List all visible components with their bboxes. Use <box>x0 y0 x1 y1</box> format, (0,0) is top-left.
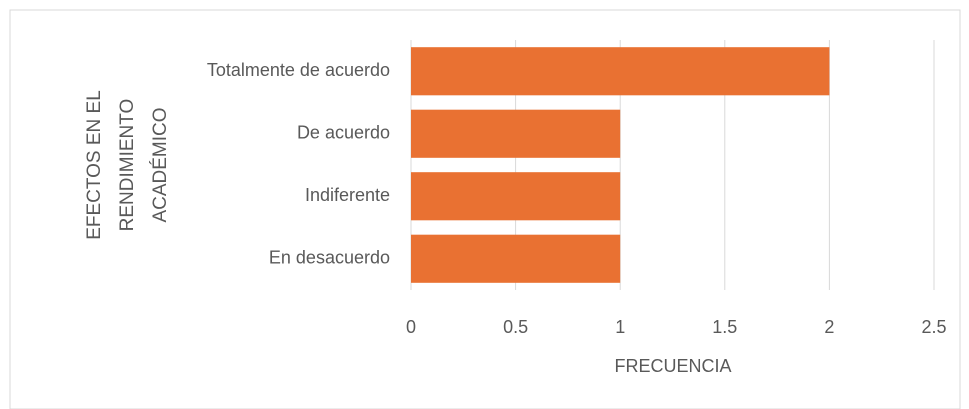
bar <box>411 172 621 221</box>
x-tick-label: 1 <box>615 317 625 337</box>
bar <box>411 47 830 96</box>
y-tick-label: Totalmente de acuerdo <box>207 60 390 80</box>
bar <box>411 234 621 283</box>
chart-border <box>9 9 961 409</box>
bar <box>411 109 621 158</box>
x-tick-label: 1.5 <box>712 317 737 337</box>
y-tick-label: De acuerdo <box>297 123 390 143</box>
y-axis-title: EFECTOS EN EL RENDIMIENTO ACADÉMICO <box>84 90 171 240</box>
x-tick-label: 2.5 <box>921 317 946 337</box>
y-tick-label: En desacuerdo <box>269 248 390 268</box>
y-tick-label: Indiferente <box>305 185 390 205</box>
x-tick-label: 0 <box>406 317 416 337</box>
x-tick-label: 0.5 <box>503 317 528 337</box>
x-tick-label: 2 <box>824 317 834 337</box>
x-axis-title: FRECUENCIA <box>614 356 731 376</box>
